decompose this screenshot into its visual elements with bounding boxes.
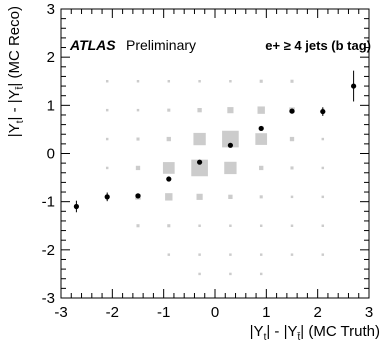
x-tick-label: 2 — [313, 304, 321, 321]
migration-box — [196, 193, 203, 200]
migration-box — [136, 137, 140, 141]
migration-box — [259, 79, 263, 83]
y-axis-label: |Yt| - |Yt̄| (MC Reco) — [6, 6, 26, 137]
migration-box — [224, 161, 237, 175]
x-tick-label: -1 — [157, 304, 170, 321]
profile-point — [135, 193, 141, 199]
migration-box — [167, 253, 171, 256]
migration-box — [321, 195, 325, 199]
migration-box — [136, 108, 140, 112]
migration-box — [229, 224, 232, 227]
y-tick-label: 0 — [47, 146, 55, 163]
migration-box — [290, 253, 294, 256]
x-tick-label: -3 — [54, 304, 67, 321]
y-tick-label: 1 — [47, 97, 55, 114]
migration-box — [193, 132, 206, 146]
profile-point — [197, 159, 203, 165]
migration-box — [321, 253, 325, 256]
migration-box — [222, 130, 239, 148]
tick-labels: -3 -2 -1 0 1 2 3 -3 -2 -1 0 1 2 3 — [42, 1, 374, 321]
profile-point — [166, 176, 172, 182]
x-tick-label: 1 — [262, 304, 270, 321]
axis-ticks — [60, 8, 370, 299]
migration-box — [105, 166, 109, 170]
migration-boxes — [105, 79, 325, 276]
y-tick-label: -3 — [42, 290, 55, 307]
migration-box — [105, 80, 109, 83]
migration-box — [229, 253, 232, 256]
migration-box — [255, 133, 268, 145]
migration-box — [257, 106, 265, 114]
channel-label: e+ ≥ 4 jets (b tag) — [265, 38, 371, 53]
x-tick-label: 0 — [211, 304, 219, 321]
x-axis-label: |Yt| - |Yt̄| (MC Truth) — [250, 323, 380, 343]
y-tick-label: 3 — [47, 1, 55, 18]
migration-box — [227, 107, 234, 114]
migration-box — [259, 272, 263, 276]
migration-box — [290, 166, 294, 170]
migration-box — [290, 79, 294, 83]
migration-box — [165, 193, 173, 201]
migration-box — [197, 107, 202, 113]
profile-point — [351, 83, 357, 89]
migration-box — [259, 224, 263, 227]
preliminary-label: Preliminary — [126, 37, 196, 53]
migration-box — [198, 272, 201, 276]
migration-box — [321, 166, 325, 170]
migration-box — [105, 137, 109, 141]
y-tick-label: -2 — [42, 242, 55, 259]
migration-box — [166, 136, 171, 142]
profile-points — [73, 70, 357, 213]
profile-point — [320, 108, 326, 115]
migration-box — [321, 224, 325, 227]
x-tick-label: -2 — [106, 304, 119, 321]
migration-box — [259, 195, 263, 199]
migration-box — [290, 224, 294, 227]
migration-box — [198, 224, 201, 227]
migration-box — [136, 224, 140, 228]
migration-box — [167, 80, 171, 83]
migration-box — [198, 80, 201, 83]
migration-box — [191, 159, 208, 177]
migration-box — [259, 253, 263, 256]
x-tick-label: 3 — [365, 304, 373, 321]
migration-box — [167, 108, 171, 112]
migration-box — [289, 136, 295, 142]
y-tick-label: 2 — [47, 49, 55, 66]
profile-point — [289, 108, 295, 114]
migration-box — [162, 162, 175, 174]
migration-box — [259, 165, 264, 171]
migration-box — [229, 272, 232, 276]
migration-box — [136, 80, 140, 83]
migration-box — [135, 165, 141, 171]
migration-box — [228, 194, 233, 200]
profile-point — [227, 142, 233, 148]
migration-box — [198, 253, 201, 256]
migration-box — [290, 195, 294, 199]
migration-box — [321, 137, 325, 141]
y-tick-label: -1 — [42, 194, 55, 211]
profile-point — [104, 194, 110, 200]
migration-box — [105, 108, 109, 112]
profile-point — [258, 125, 264, 132]
migration-box — [167, 224, 171, 228]
atlas-label: ATLAS — [69, 37, 116, 53]
profile-point — [73, 203, 79, 210]
migration-box — [229, 80, 232, 83]
